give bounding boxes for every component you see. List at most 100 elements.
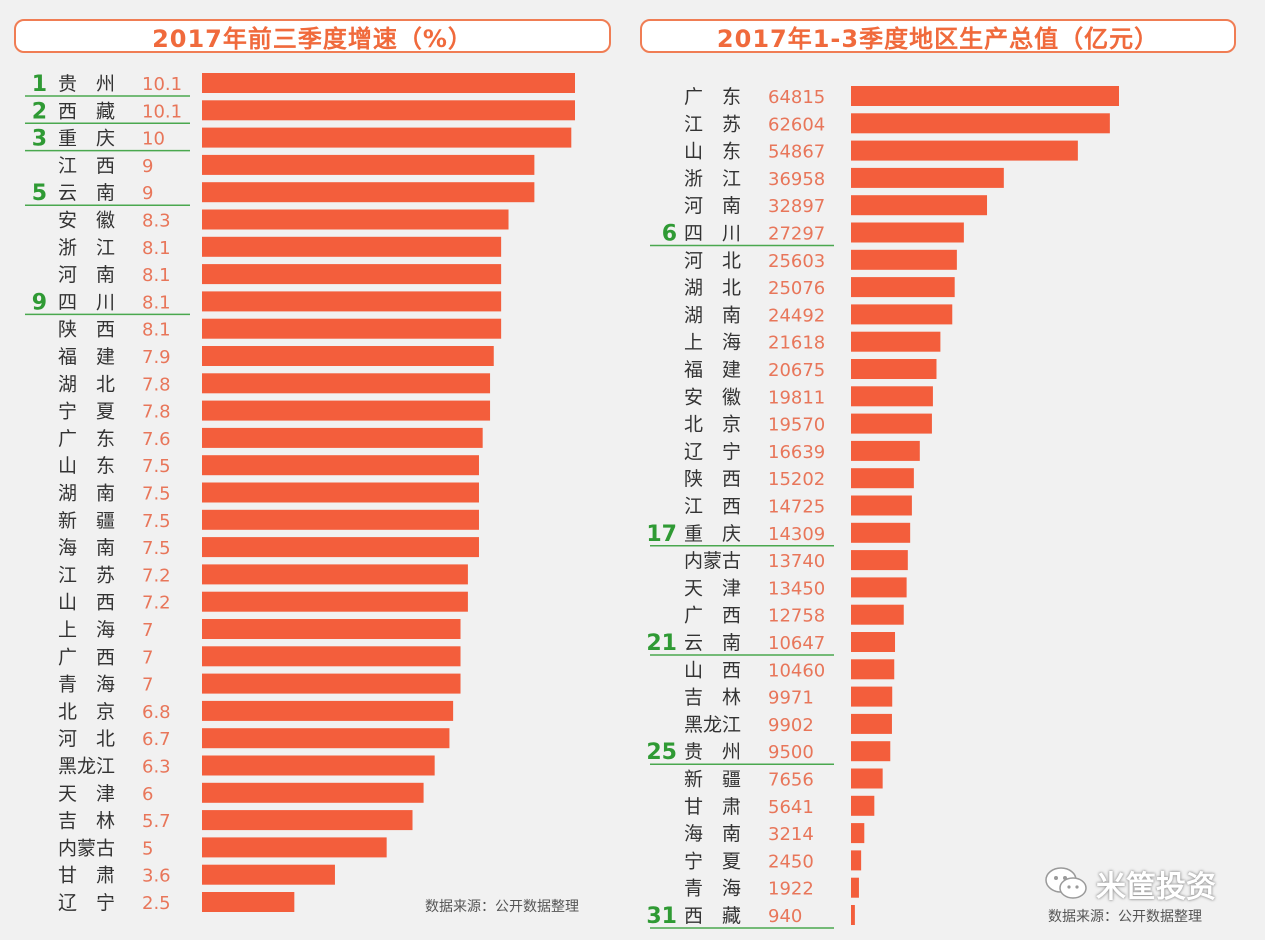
bar: [851, 877, 859, 898]
value-label: 25603: [768, 251, 825, 272]
category-label: 云 南: [684, 632, 741, 654]
category-label: 北 京: [684, 414, 741, 436]
bar: [202, 619, 461, 639]
bar: [851, 331, 941, 352]
bar: [851, 195, 988, 216]
growth-chart-source: 数据来源：公开数据整理: [425, 899, 579, 915]
value-label: 19811: [768, 387, 825, 408]
bar: [202, 673, 461, 694]
bar: [851, 823, 865, 844]
value-label: 8.1: [142, 238, 171, 259]
category-label: 重 庆: [684, 523, 741, 545]
category-label: 河 南: [684, 195, 741, 217]
rank-label: 9: [32, 290, 47, 315]
bar: [851, 550, 908, 571]
bar: [851, 577, 907, 598]
value-label: 6.3: [142, 757, 171, 778]
value-label: 3214: [768, 824, 814, 845]
bar: [202, 73, 575, 93]
bar: [851, 713, 892, 734]
category-label: 西 藏: [684, 905, 741, 927]
value-label: 7.5: [142, 511, 171, 532]
value-label: 13450: [768, 578, 825, 599]
value-label: 9: [142, 156, 153, 177]
category-label: 福 建: [58, 346, 115, 368]
category-label: 福 建: [684, 359, 741, 381]
value-label: 19570: [768, 415, 825, 436]
category-label: 辽 宁: [684, 441, 741, 463]
category-label: 吉 林: [58, 810, 115, 832]
gdp-bar-chart: 广 东 64815 江 苏 62604 山 东 54867 浙 江 36958 河 南 32897…: [646, 86, 1119, 929]
category-label: 安 徽: [58, 210, 115, 232]
category-label: 江 苏: [684, 113, 741, 135]
bar: [202, 373, 491, 394]
bar: [851, 249, 957, 270]
value-label: 10: [142, 129, 165, 150]
category-label: 广 西: [684, 605, 741, 627]
bar: [202, 892, 295, 912]
bar: [202, 646, 461, 667]
category-label: 山 东: [58, 455, 115, 477]
bar: [851, 768, 883, 789]
rank-label: 21: [646, 631, 677, 656]
growth-bar-chart: 1 贵 州 10.1 2 西 藏 10.1 3 重 庆 10 江 西 9 5 云 南 9 安 徽 8.3 浙 江…: [25, 72, 575, 914]
value-label: 7656: [768, 770, 814, 791]
rank-label: 25: [646, 740, 677, 765]
value-label: 24492: [768, 305, 825, 326]
category-label: 甘 肃: [684, 796, 741, 818]
category-label: 江 苏: [58, 564, 115, 586]
gdp-chart-title: 2017年1-3季度地区生产总值（亿元）: [640, 19, 1236, 53]
value-label: 25076: [768, 278, 825, 299]
value-label: 7.5: [142, 456, 171, 477]
bar: [202, 291, 502, 312]
bar: [851, 440, 920, 461]
category-label: 上 海: [58, 619, 115, 641]
category-label: 江 西: [684, 496, 741, 518]
value-label: 7: [142, 620, 153, 641]
rank-label: 3: [32, 127, 47, 152]
category-label: 江 西: [58, 155, 115, 177]
bar: [851, 386, 933, 407]
bar: [202, 591, 468, 612]
category-label: 天 津: [684, 577, 741, 599]
value-label: 6.8: [142, 702, 171, 723]
bar: [851, 659, 895, 680]
bar: [851, 495, 912, 516]
value-label: 10460: [768, 660, 825, 681]
bar: [202, 782, 424, 803]
value-label: 7.5: [142, 538, 171, 559]
value-label: 36958: [768, 169, 825, 190]
category-label: 山 西: [58, 592, 115, 614]
category-label: 重 庆: [58, 128, 115, 150]
value-label: 7.2: [142, 593, 171, 614]
category-label: 辽 宁: [58, 892, 115, 914]
bar: [202, 700, 454, 721]
category-label: 甘 肃: [58, 865, 115, 887]
bar: [851, 468, 914, 489]
category-label: 内蒙古: [684, 550, 741, 572]
value-label: 15202: [768, 469, 825, 490]
value-label: 7.8: [142, 374, 171, 395]
bar: [851, 850, 862, 871]
value-label: 27297: [768, 224, 825, 245]
bar: [202, 837, 387, 858]
category-label: 贵 州: [58, 73, 115, 95]
rank-label: 1: [32, 72, 47, 97]
category-label: 吉 林: [684, 687, 741, 709]
bar: [202, 264, 502, 285]
bar: [851, 905, 855, 925]
bar: [851, 86, 1119, 106]
bar: [202, 127, 572, 148]
value-label: 7: [142, 675, 153, 696]
bar: [202, 154, 535, 175]
bar: [202, 810, 413, 831]
value-label: 14309: [768, 524, 825, 545]
category-label: 内蒙古: [58, 837, 115, 859]
bar: [202, 182, 535, 203]
bar: [851, 413, 932, 434]
category-label: 宁 夏: [684, 850, 741, 872]
value-label: 13740: [768, 551, 825, 572]
category-label: 新 疆: [684, 769, 741, 791]
value-label: 21618: [768, 333, 825, 354]
value-label: 9: [142, 183, 153, 204]
